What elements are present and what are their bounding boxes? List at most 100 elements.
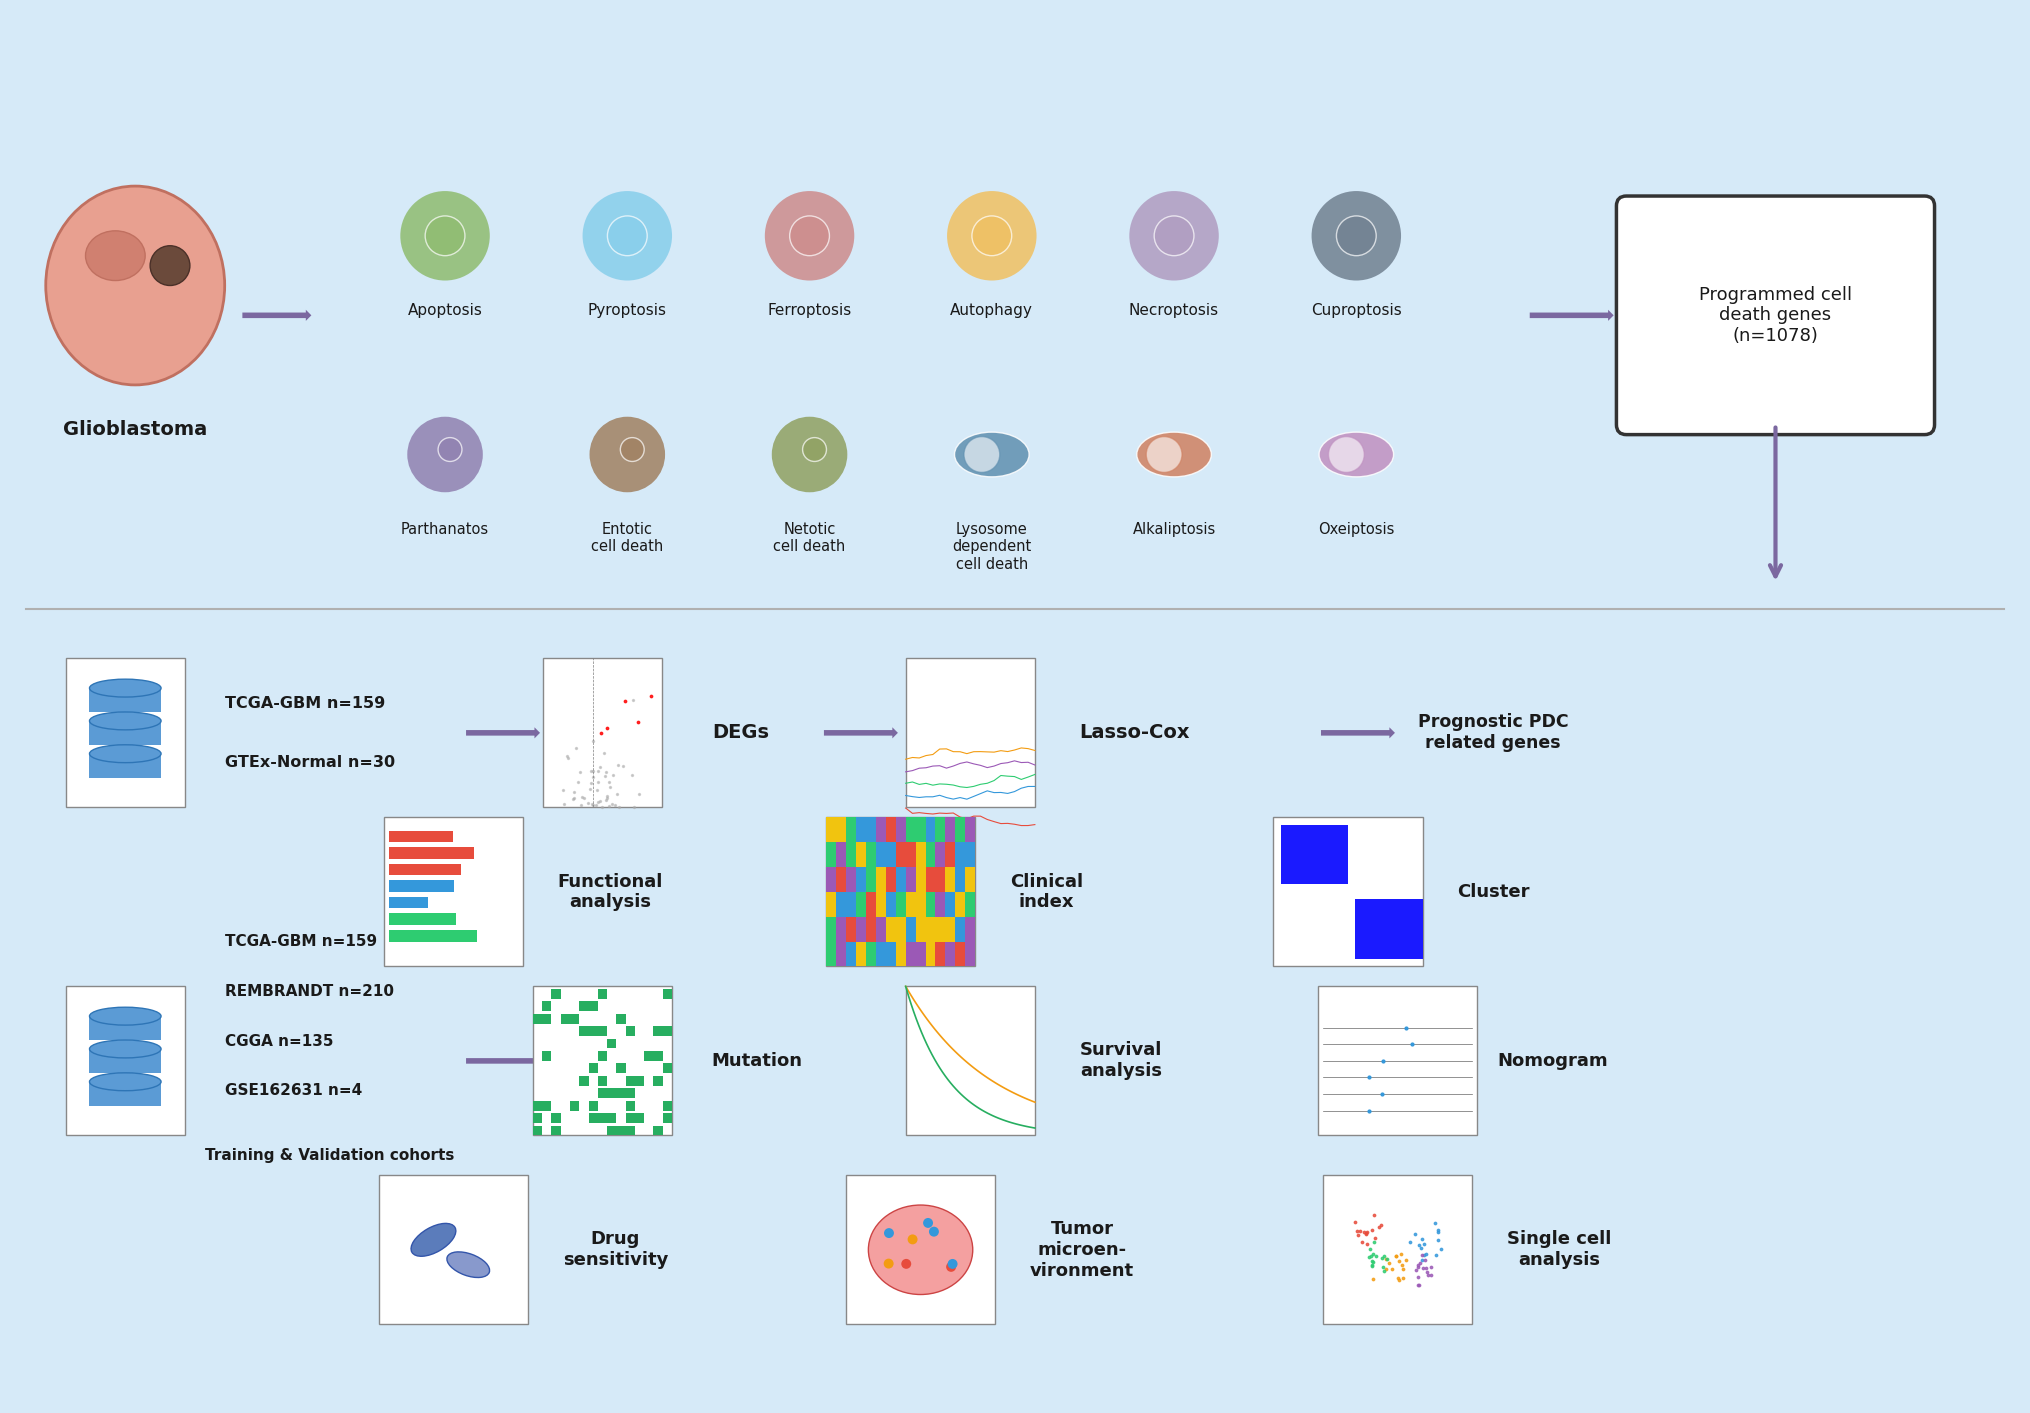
Text: Alkaliptosis: Alkaliptosis xyxy=(1133,521,1216,537)
Text: Prognostic PDC
related genes: Prognostic PDC related genes xyxy=(1417,714,1569,752)
Text: Mutation: Mutation xyxy=(713,1051,802,1070)
Bar xyxy=(65,986,185,1136)
Ellipse shape xyxy=(85,230,146,281)
Bar xyxy=(956,842,966,868)
Bar xyxy=(589,1113,597,1123)
Circle shape xyxy=(1147,437,1181,472)
Point xyxy=(1352,1246,1384,1269)
Circle shape xyxy=(621,438,644,462)
Bar xyxy=(847,842,857,868)
Bar xyxy=(532,986,672,1136)
Bar xyxy=(905,868,916,892)
Ellipse shape xyxy=(89,1007,160,1024)
Point xyxy=(564,793,597,815)
Ellipse shape xyxy=(89,1040,160,1058)
Bar xyxy=(836,817,847,842)
Bar xyxy=(895,842,905,868)
Bar xyxy=(847,817,857,842)
Bar xyxy=(836,917,847,941)
Bar xyxy=(625,1075,635,1085)
Text: Entotic
cell death: Entotic cell death xyxy=(591,521,664,554)
Point xyxy=(566,786,599,808)
Circle shape xyxy=(400,191,489,281)
Text: Nomogram: Nomogram xyxy=(1498,1051,1608,1070)
Bar xyxy=(654,1026,662,1036)
Bar xyxy=(905,658,1035,807)
Point xyxy=(1401,1275,1433,1297)
Circle shape xyxy=(790,216,830,256)
Point xyxy=(591,786,623,808)
Point xyxy=(581,779,613,801)
Circle shape xyxy=(607,216,648,256)
Bar xyxy=(926,892,936,917)
Bar xyxy=(956,817,966,842)
Point xyxy=(1401,1253,1433,1276)
Text: Autophagy: Autophagy xyxy=(950,302,1033,318)
Point xyxy=(1423,1218,1456,1241)
Point xyxy=(1405,1236,1437,1259)
Bar xyxy=(597,1026,607,1036)
Text: Pyroptosis: Pyroptosis xyxy=(589,302,666,318)
Bar xyxy=(625,1113,635,1123)
Point xyxy=(1391,1248,1423,1270)
Point xyxy=(601,755,633,777)
Point xyxy=(1350,1221,1382,1243)
Point xyxy=(548,793,581,815)
Bar xyxy=(89,1082,160,1105)
Bar xyxy=(905,986,1035,1136)
Point xyxy=(1358,1267,1391,1290)
Bar xyxy=(926,917,936,941)
Bar xyxy=(826,892,836,917)
Circle shape xyxy=(883,1228,893,1238)
Ellipse shape xyxy=(89,712,160,731)
Text: Clinical
index: Clinical index xyxy=(1011,872,1084,911)
Point xyxy=(585,722,617,745)
Point xyxy=(591,788,623,811)
Bar xyxy=(836,941,847,966)
Text: GSE162631 n=4: GSE162631 n=4 xyxy=(225,1084,361,1098)
Bar xyxy=(654,1126,662,1136)
Bar xyxy=(966,917,974,941)
Point xyxy=(574,771,607,794)
Bar xyxy=(662,1064,672,1074)
Bar xyxy=(946,892,956,917)
Bar xyxy=(905,817,916,842)
Point xyxy=(1358,1231,1391,1253)
Bar xyxy=(966,868,974,892)
Point xyxy=(1382,1269,1415,1291)
Bar xyxy=(847,1176,995,1324)
Text: Glioblastoma: Glioblastoma xyxy=(63,420,207,439)
Bar xyxy=(635,1113,644,1123)
Point xyxy=(1358,1204,1391,1226)
Point xyxy=(615,763,648,786)
Bar xyxy=(926,868,936,892)
Bar xyxy=(867,842,875,868)
Bar xyxy=(89,1048,160,1072)
Bar xyxy=(388,863,461,875)
Point xyxy=(1362,1215,1395,1238)
Point xyxy=(1411,1260,1443,1283)
Bar xyxy=(857,842,867,868)
Point xyxy=(587,742,619,764)
Point xyxy=(556,787,589,810)
Bar xyxy=(895,817,905,842)
Point xyxy=(1366,1256,1399,1279)
Point xyxy=(593,776,625,798)
Point xyxy=(1352,1099,1384,1122)
Text: Cluster: Cluster xyxy=(1458,883,1531,901)
Circle shape xyxy=(948,1259,958,1269)
Circle shape xyxy=(1336,216,1376,256)
Point xyxy=(548,779,581,801)
Bar xyxy=(625,1101,635,1111)
Point xyxy=(1340,1210,1372,1232)
Bar xyxy=(936,868,946,892)
Bar xyxy=(1324,1176,1472,1324)
Point xyxy=(1358,1243,1391,1266)
Point xyxy=(1409,1234,1441,1256)
Point xyxy=(1366,1050,1399,1072)
Point xyxy=(1350,1222,1382,1245)
Bar xyxy=(560,1013,570,1023)
Bar xyxy=(552,1126,560,1136)
Bar xyxy=(875,817,885,842)
Bar xyxy=(875,868,885,892)
